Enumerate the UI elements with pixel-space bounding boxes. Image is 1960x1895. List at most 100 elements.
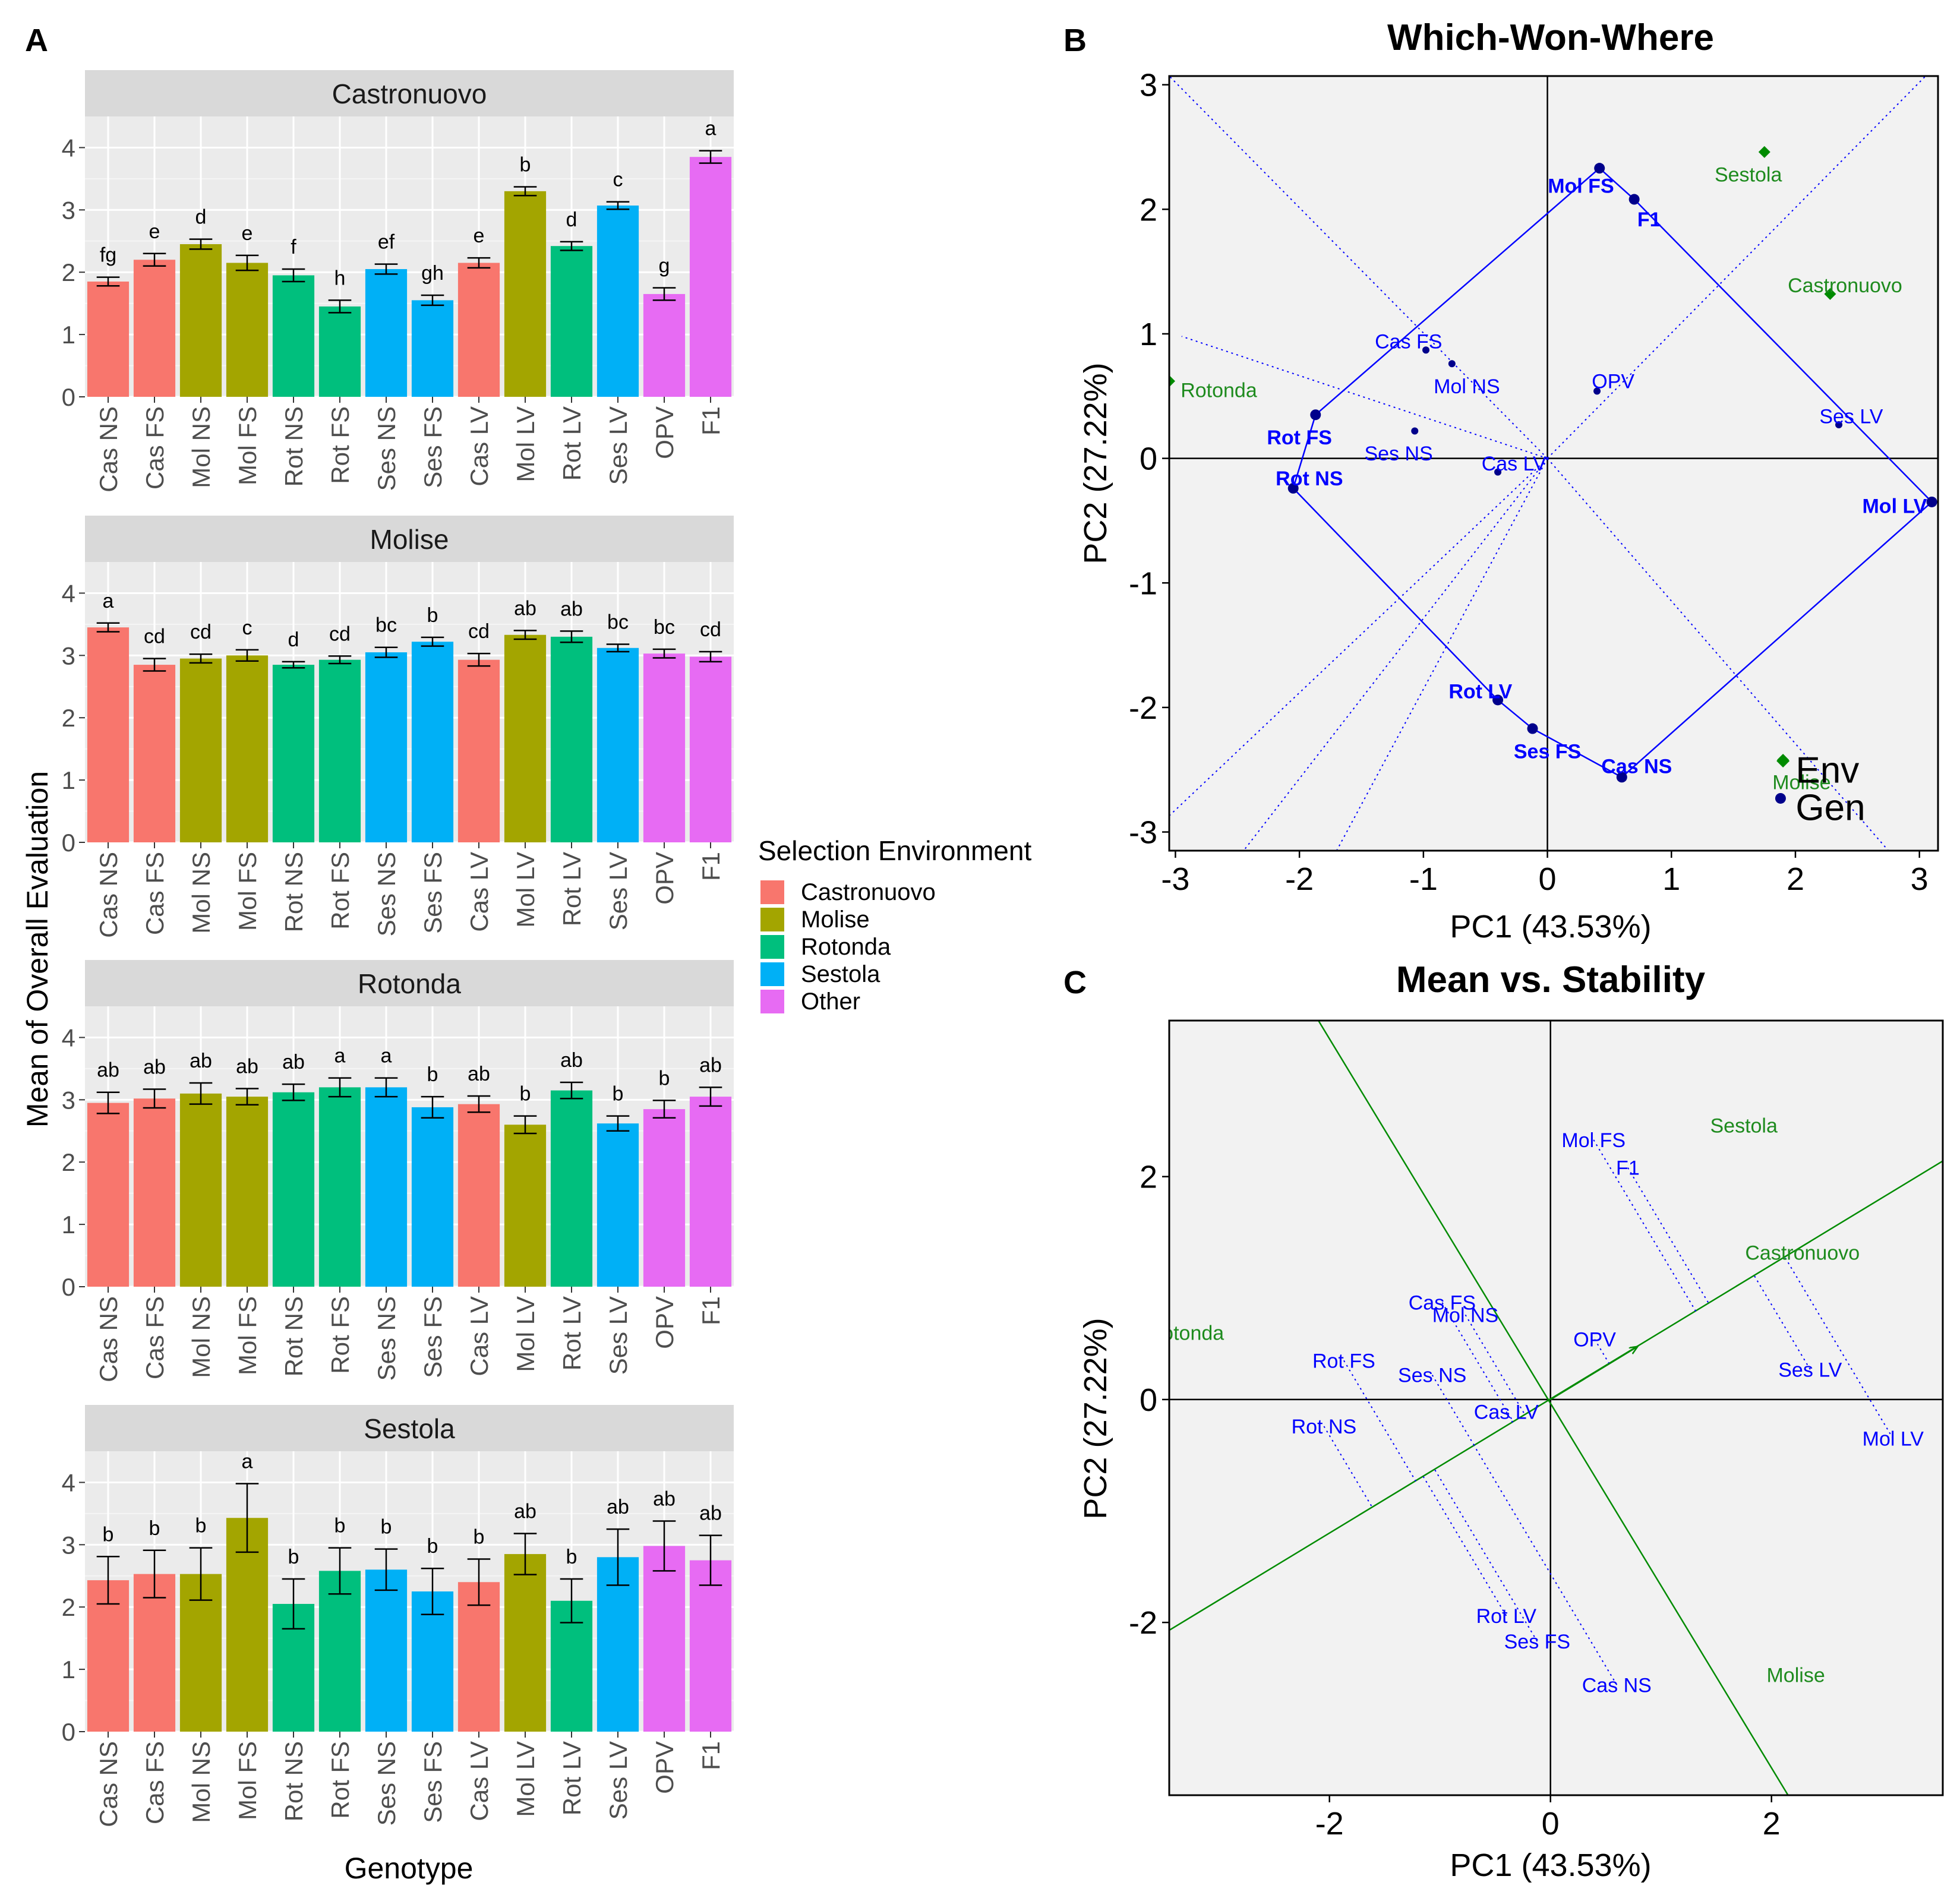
significance-letter: d (195, 206, 207, 229)
y-tick-label: 3 (1140, 68, 1157, 103)
bar-opv (643, 1109, 686, 1287)
significance-letter: e (474, 225, 485, 247)
x-tick-label: -3 (1161, 861, 1189, 897)
bar-ses-ns (365, 652, 408, 842)
genotype-label-rot-lv: Rot LV (1476, 1605, 1537, 1628)
significance-letter: bc (654, 616, 675, 639)
y-tick-label: 4 (62, 1024, 75, 1051)
projection-line (1343, 1360, 1416, 1482)
x-tick-label: F1 (697, 1741, 725, 1770)
projection-line (1422, 1476, 1507, 1616)
projection-line (1593, 1139, 1697, 1312)
significance-letter: a (381, 1045, 392, 1067)
significance-letter: h (334, 267, 346, 289)
significance-letter: a (242, 1451, 253, 1473)
significance-letter: ab (236, 1055, 258, 1078)
significance-letter: d (288, 628, 299, 651)
bar-cas-fs (133, 260, 176, 397)
bar-opv (643, 293, 686, 397)
x-tick-label: Cas NS (94, 852, 122, 938)
significance-letter: ab (607, 1496, 629, 1518)
significance-letter: gh (421, 262, 444, 285)
x-tick-label: Ses FS (419, 1741, 447, 1823)
x-tick-label: Mol FS (233, 1741, 261, 1820)
x-tick-label: Cas FS (141, 1741, 169, 1824)
significance-letter: ab (190, 1050, 212, 1072)
genotype-point-rot-lv (1492, 694, 1504, 706)
significance-letter: fg (100, 244, 116, 267)
significance-letter: c (242, 617, 253, 639)
x-tick-label: Ses NS (373, 852, 400, 936)
significance-letter: bc (607, 611, 629, 633)
bar-ses-lv (596, 205, 639, 397)
legend-label-rotonda: Rotonda (801, 934, 891, 960)
x-tick-label: Ses LV (604, 1296, 632, 1375)
significance-letter: a (334, 1045, 346, 1067)
x-tick-label: Mol LV (512, 406, 539, 482)
genotype-label-cas-ns: Cas NS (1601, 755, 1672, 778)
bar-mol-lv (504, 191, 547, 397)
significance-letter: b (334, 1515, 346, 1537)
bar-mol-lv (504, 1125, 547, 1287)
legend-label-sestola: Sestola (801, 961, 880, 987)
genotype-label-ses-fs: Ses FS (1504, 1631, 1570, 1653)
genotype-label-ses-lv: Ses LV (1819, 405, 1883, 428)
genotype-label-mol-ns: Mol NS (1434, 375, 1500, 398)
significance-letter: ab (514, 1500, 536, 1523)
x-tick-label: -2 (1285, 861, 1314, 897)
bar-ses-ns (365, 1087, 408, 1287)
y-tick-label: -1 (1129, 566, 1157, 601)
x-tick-label: -1 (1409, 861, 1438, 897)
significance-letter: f (291, 236, 296, 258)
significance-letter: e (242, 222, 253, 245)
biplot-b-y-title: PC2 (27.22%) (1078, 362, 1113, 564)
y-tick-label: 1 (62, 321, 75, 349)
x-tick-label: F1 (697, 1296, 725, 1325)
x-tick-label: 2 (1763, 1806, 1781, 1842)
significance-letter: cd (700, 618, 721, 641)
projection-line (1465, 1314, 1526, 1416)
y-tick-label: 3 (62, 196, 75, 224)
genotype-label-mol-lv: Mol LV (1863, 1428, 1924, 1451)
y-tick-label: 1 (62, 766, 75, 794)
genotype-label-rot-ns: Rot NS (1292, 1416, 1357, 1438)
significance-letter: ab (560, 1049, 583, 1072)
genotype-label-opv: OPV (1573, 1329, 1616, 1351)
facet-strip (85, 70, 734, 116)
projection-line (1754, 1275, 1811, 1370)
genotype-point-ses-lv (1835, 421, 1843, 429)
x-tick-label: Cas NS (94, 1741, 122, 1827)
bar-ses-ns (365, 269, 408, 397)
y-tick-label: 2 (1140, 192, 1157, 228)
x-tick-label: Mol LV (512, 1296, 539, 1372)
bar-mol-lv (504, 634, 547, 842)
genotype-point-mol-lv (1926, 496, 1937, 507)
bar-mol-ns (179, 1093, 222, 1287)
significance-letter: b (427, 1063, 438, 1086)
environment-point-sestola (1758, 146, 1770, 158)
significance-letter: d (566, 209, 577, 231)
y-tick-label: 2 (62, 1148, 75, 1176)
y-tick-label: 0 (62, 1273, 75, 1301)
legend-key-other (760, 990, 784, 1013)
x-axis-title-a: Genotype (345, 1852, 474, 1885)
bar-rot-fs (318, 659, 361, 842)
bar-mol-fs (226, 655, 269, 842)
bar-rot-fs (318, 1087, 361, 1287)
significance-letter: ef (378, 231, 395, 254)
significance-letter: b (103, 1523, 114, 1546)
genotype-label-cas-lv: Cas LV (1482, 453, 1546, 475)
y-tick-label: 0 (1140, 441, 1157, 477)
y-tick-label: 3 (62, 1531, 75, 1559)
aea-arrow (1550, 1347, 1637, 1400)
significance-letter: c (613, 169, 623, 191)
significance-letter: cd (144, 626, 165, 648)
bar-cas-lv (457, 1582, 500, 1732)
x-tick-label: Ses FS (419, 406, 447, 488)
genotype-point-ses-ns (1411, 427, 1419, 435)
x-tick-label: Rot FS (326, 1296, 354, 1374)
legend: Selection Environment CastronuovoMoliseR… (758, 835, 1031, 1015)
significance-letter: b (520, 154, 531, 176)
y-tick-label: 2 (1140, 1160, 1157, 1195)
